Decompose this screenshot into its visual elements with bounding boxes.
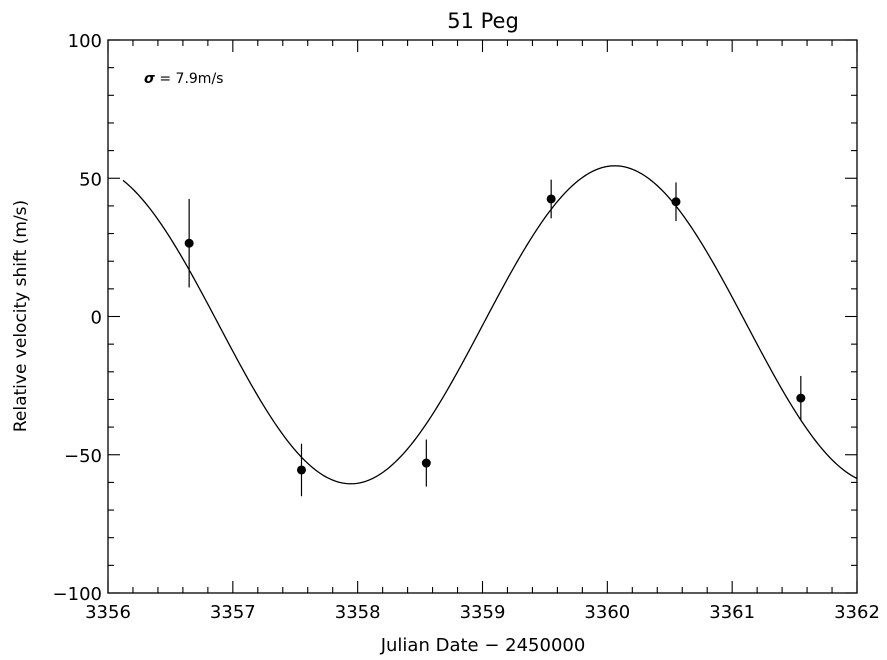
x-tick-label: 3362 [834, 602, 880, 623]
y-tick-label: −100 [53, 584, 102, 605]
y-tick-label: 100 [68, 31, 102, 52]
sigma-value: = 7.9m/s [155, 71, 224, 87]
x-tick-label: 3360 [584, 602, 630, 623]
plot-frame [107, 39, 858, 594]
y-tick-label: −50 [64, 446, 102, 467]
data-point [296, 465, 306, 475]
x-tick-label: 3358 [335, 602, 381, 623]
sigma-annotation: σ = 7.9m/s [144, 71, 223, 87]
x-tick-label: 3361 [709, 602, 755, 623]
data-point [546, 194, 556, 204]
chart-title: 51 Peg [447, 9, 519, 33]
data-points [184, 179, 806, 497]
fit-curve [122, 165, 858, 485]
x-axis-label: Julian Date − 2450000 [380, 635, 586, 656]
data-point [671, 197, 681, 207]
x-tick-label: 3357 [210, 602, 256, 623]
tick-labels: 3356 3357 3358 3359 3360 3361 3362 −100 −50 0 50 10… [53, 31, 880, 623]
sigma-symbol: σ [144, 71, 155, 87]
ticks [107, 39, 858, 594]
x-tick-label: 3356 [85, 602, 131, 623]
y-tick-label: 0 [91, 308, 102, 329]
data-point [421, 458, 431, 468]
x-tick-label: 3359 [460, 602, 506, 623]
y-axis-label: Relative velocity shift (m/s) [11, 200, 31, 432]
data-point [184, 238, 194, 248]
data-point [796, 393, 806, 403]
y-tick-label: 50 [79, 169, 102, 190]
